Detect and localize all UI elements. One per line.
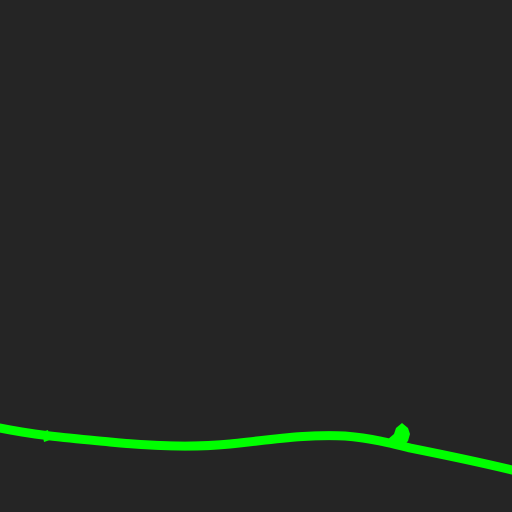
terrain-joint-marker [42,430,50,442]
player-board [384,442,413,451]
player-rider-icon [384,423,413,451]
terrain-line [0,423,512,475]
player-body [387,423,410,446]
